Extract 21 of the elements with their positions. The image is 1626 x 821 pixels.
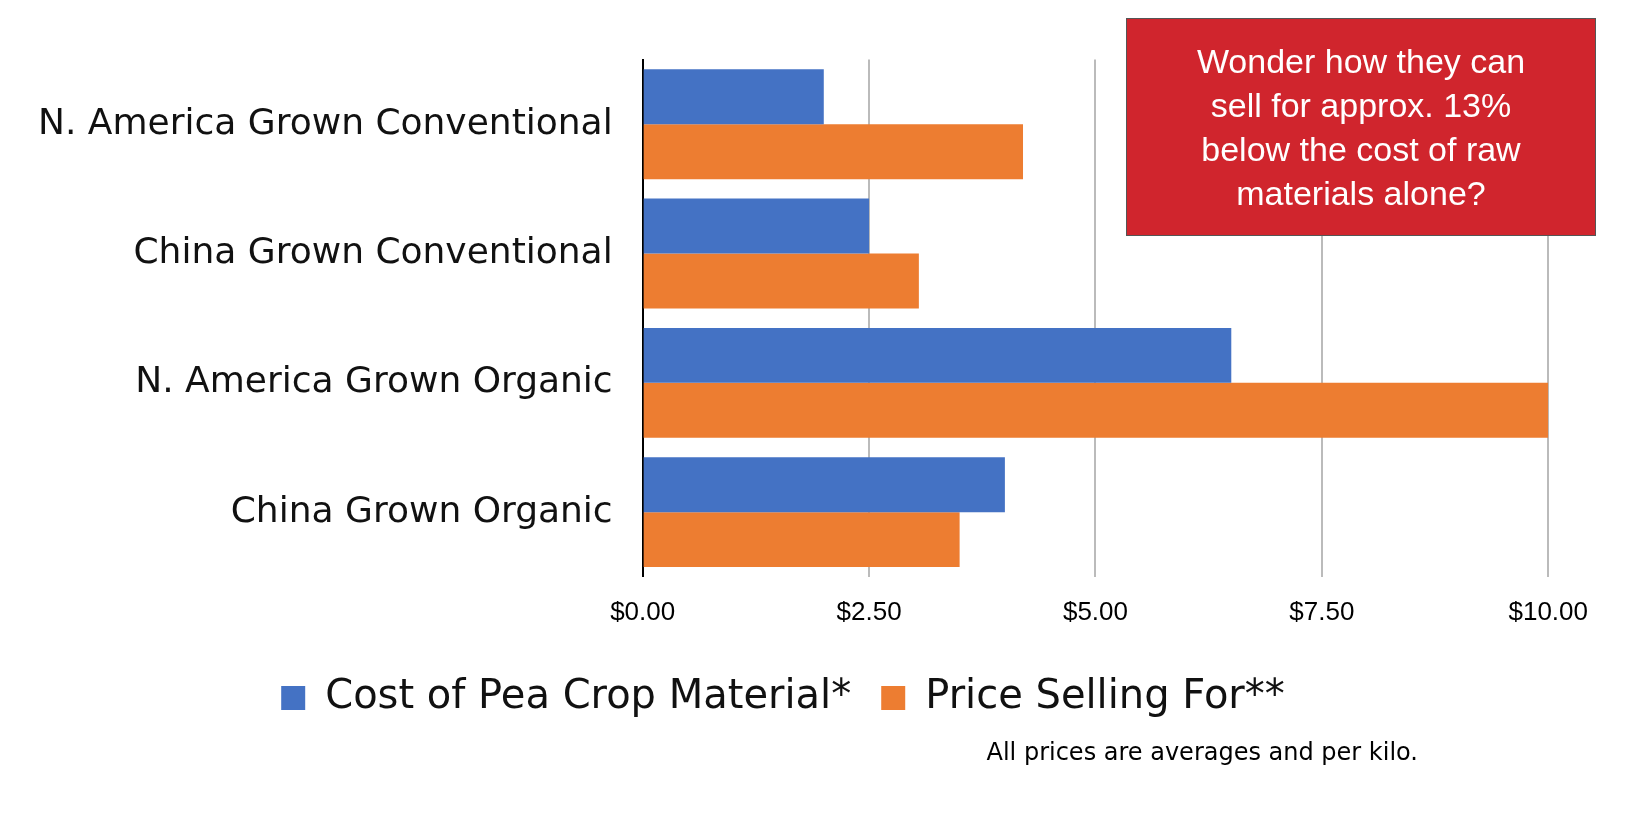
bar: [643, 327, 1232, 383]
bar: [643, 512, 960, 568]
text: All prices are averages and per kilo.: [985, 738, 1419, 766]
legend-label: Cost of Pea Crop Material*: [325, 671, 852, 718]
bar: [643, 69, 824, 125]
x-tick-label: $10.00: [1508, 595, 1588, 626]
bar: [643, 198, 870, 254]
x-tick-label: $5.00: [1062, 595, 1128, 626]
x-tick-label: $7.50: [1289, 595, 1355, 626]
bar: [643, 124, 1024, 180]
y-tick-label: N. America Grown Conventional: [37, 100, 613, 142]
bar: [643, 382, 1549, 438]
x-tick-label: $0.00: [610, 595, 676, 626]
bar: [643, 457, 1005, 513]
callout-box: Wonder how they can sell for approx. 13% below the cost of raw materials alone?: [1126, 18, 1596, 236]
bar: [643, 253, 919, 309]
x-tick-label: $2.50: [836, 595, 902, 626]
y-tick-label: N. America Grown Organic: [135, 359, 613, 401]
y-tick-label: China Grown Organic: [230, 488, 613, 530]
legend-label: Price Selling For**: [925, 671, 1285, 718]
y-tick-label: China Grown Conventional: [133, 229, 613, 271]
